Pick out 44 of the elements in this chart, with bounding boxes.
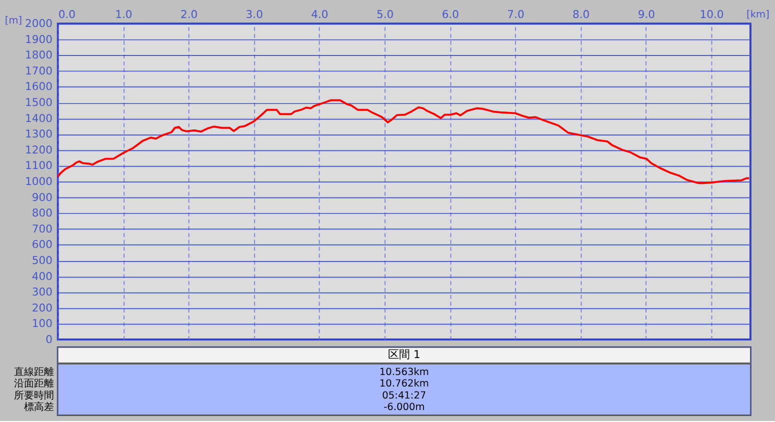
x-tick-label: 1.0 — [115, 8, 132, 22]
text: 標高差 — [24, 401, 54, 414]
y-tick-label: 2000 — [25, 17, 53, 30]
text: 区間 1 — [388, 348, 420, 362]
y-tick-label: 200 — [32, 301, 53, 314]
line-series — [56, 99, 750, 184]
text: 所要時間 — [14, 389, 54, 402]
y-tick-label: 1000 — [25, 174, 53, 188]
x-tick-label: 7.0 — [507, 8, 524, 22]
text: 10.762km — [379, 378, 429, 390]
x-tick-label: 3.0 — [246, 8, 264, 22]
y-tick-label: 1500 — [25, 96, 53, 110]
y-tick-label: 700 — [32, 222, 53, 236]
y-tick-label: 100 — [32, 317, 53, 330]
y-tick-label: 1600 — [25, 80, 53, 94]
y-axis-title: [m] — [4, 16, 22, 27]
text: 直線距離 — [14, 366, 54, 378]
y-tick-label: 1100 — [25, 159, 53, 172]
y-tick-label: 0 — [46, 332, 53, 346]
y-tick-label: 600 — [32, 238, 53, 252]
y-tick-label: 1700 — [25, 64, 53, 78]
x-tick-label: 10.0 — [700, 8, 724, 22]
x-tick-label: 6.0 — [442, 8, 460, 22]
text: 05:41:27 — [382, 390, 426, 402]
text: 10.563km — [379, 366, 429, 378]
y-tick-label: 1300 — [25, 128, 53, 141]
y-tick-label: 900 — [32, 190, 53, 204]
y-tick-label: 400 — [32, 270, 53, 283]
y-tick-label: 1900 — [25, 32, 53, 46]
y-tick-label: 1400 — [25, 112, 53, 125]
x-tick-label: 5.0 — [376, 8, 394, 22]
y-tick-label: 1200 — [25, 143, 53, 156]
y-tick-label: 1800 — [25, 48, 53, 62]
x-tick-label: 0.0 — [58, 8, 76, 22]
x-tick-label: 2.0 — [180, 8, 198, 22]
x-tick-label: 8.0 — [572, 8, 590, 22]
text: -6.000m — [384, 402, 425, 414]
x-tick-label: 4.0 — [311, 8, 328, 22]
x-axis-title: [km] — [746, 10, 770, 21]
y-tick-label: 500 — [32, 254, 53, 267]
y-tick-label: 800 — [32, 206, 53, 220]
y-tick-label: 300 — [32, 286, 53, 299]
text: 沿面距離 — [14, 378, 54, 390]
x-tick-label: 9.0 — [638, 8, 656, 22]
